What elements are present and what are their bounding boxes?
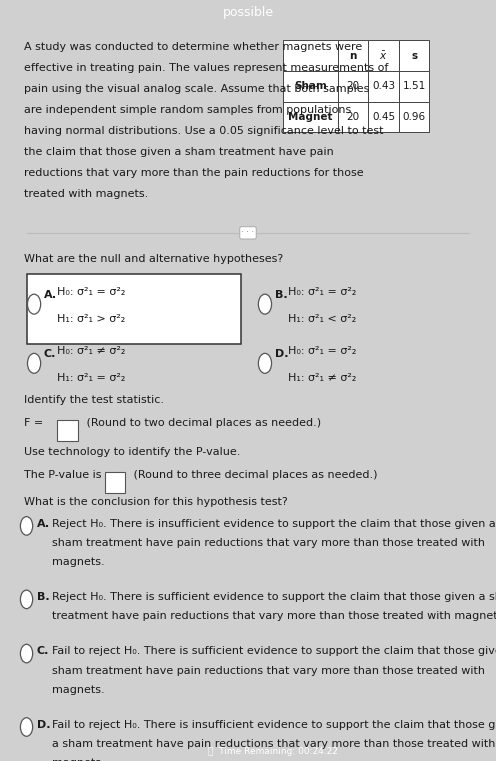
Bar <box>368 71 399 102</box>
Circle shape <box>20 645 33 663</box>
Text: reductions that vary more than the pain reductions for those: reductions that vary more than the pain … <box>24 168 364 178</box>
Bar <box>337 40 368 71</box>
Text: 1.51: 1.51 <box>402 81 426 91</box>
Text: sham treatment have pain reductions that vary more than those treated with: sham treatment have pain reductions that… <box>53 538 486 548</box>
Text: 20: 20 <box>346 81 360 91</box>
Text: sham treatment have pain reductions that vary more than those treated with: sham treatment have pain reductions that… <box>53 666 486 676</box>
Text: Reject H₀. There is sufficient evidence to support the claim that those given a : Reject H₀. There is sufficient evidence … <box>53 592 496 602</box>
Text: What is the conclusion for this hypothesis test?: What is the conclusion for this hypothes… <box>24 497 288 507</box>
Bar <box>399 102 430 132</box>
Text: Fail to reject H₀. There is insufficient evidence to support the claim that thos: Fail to reject H₀. There is insufficient… <box>53 720 496 730</box>
Circle shape <box>20 718 33 737</box>
Text: H₀: σ²₁ = σ²₂: H₀: σ²₁ = σ²₂ <box>57 287 125 297</box>
Text: Use technology to identify the P-value.: Use technology to identify the P-value. <box>24 447 241 457</box>
Text: the claim that those given a sham treatment have pain: the claim that those given a sham treatm… <box>24 147 334 157</box>
Text: H₀: σ²₁ = σ²₂: H₀: σ²₁ = σ²₂ <box>288 287 357 297</box>
Text: A.: A. <box>37 519 50 529</box>
Text: Reject H₀. There is insufficient evidence to support the claim that those given : Reject H₀. There is insufficient evidenc… <box>53 519 496 529</box>
Circle shape <box>27 295 41 314</box>
Circle shape <box>27 353 41 374</box>
Bar <box>399 40 430 71</box>
Text: magnets.: magnets. <box>53 759 105 761</box>
Circle shape <box>20 517 33 535</box>
Bar <box>283 102 337 132</box>
Text: What are the null and alternative hypotheses?: What are the null and alternative hypoth… <box>24 253 283 263</box>
Text: a sham treatment have pain reductions that vary more than those treated with: a sham treatment have pain reductions th… <box>53 739 496 749</box>
Text: Identify the test statistic.: Identify the test statistic. <box>24 396 164 406</box>
Text: A study was conducted to determine whether magnets were: A study was conducted to determine wheth… <box>24 42 363 52</box>
Text: B.: B. <box>275 290 288 300</box>
Text: D.: D. <box>37 720 51 730</box>
Text: (Round to two decimal places as needed.): (Round to two decimal places as needed.) <box>83 418 321 428</box>
Text: s: s <box>411 51 417 61</box>
Text: pain using the visual analog scale. Assume that both samples: pain using the visual analog scale. Assu… <box>24 84 370 94</box>
Text: 0.45: 0.45 <box>372 112 395 122</box>
Circle shape <box>258 353 271 374</box>
Text: H₁: σ²₁ > σ²₂: H₁: σ²₁ > σ²₂ <box>57 314 125 324</box>
Bar <box>368 40 399 71</box>
Text: having normal distributions. Use a 0.05 significance level to test: having normal distributions. Use a 0.05 … <box>24 126 384 136</box>
Text: D.: D. <box>275 349 288 359</box>
Text: possible: possible <box>222 6 274 19</box>
Text: effective in treating pain. The values represent measurements of: effective in treating pain. The values r… <box>24 63 388 73</box>
Text: n: n <box>349 51 357 61</box>
Text: Fail to reject H₀. There is sufficient evidence to support the claim that those : Fail to reject H₀. There is sufficient e… <box>53 646 496 657</box>
Text: 20: 20 <box>346 112 360 122</box>
Bar <box>105 472 125 493</box>
Text: treated with magnets.: treated with magnets. <box>24 189 148 199</box>
Text: F =: F = <box>24 418 47 428</box>
Circle shape <box>20 590 33 609</box>
Text: B.: B. <box>37 592 50 602</box>
Bar <box>57 419 78 441</box>
Text: H₁: σ²₁ ≠ σ²₂: H₁: σ²₁ ≠ σ²₂ <box>288 374 357 384</box>
Circle shape <box>258 295 271 314</box>
Text: $\bar{x}$: $\bar{x}$ <box>379 49 388 62</box>
Text: A.: A. <box>44 290 57 300</box>
Text: H₁: σ²₁ < σ²₂: H₁: σ²₁ < σ²₂ <box>288 314 356 324</box>
Text: magnets.: magnets. <box>53 685 105 695</box>
Bar <box>283 71 337 102</box>
Bar <box>399 71 430 102</box>
Text: H₁: σ²₁ = σ²₂: H₁: σ²₁ = σ²₂ <box>57 374 125 384</box>
Text: are independent simple random samples from populations: are independent simple random samples fr… <box>24 105 352 115</box>
Text: 0.96: 0.96 <box>403 112 426 122</box>
Bar <box>283 40 337 71</box>
Text: C.: C. <box>37 646 49 657</box>
Text: C.: C. <box>44 349 57 359</box>
Text: ⓘ  Time Remaining: 00:24:22: ⓘ Time Remaining: 00:24:22 <box>208 747 338 756</box>
Text: The P-value is: The P-value is <box>24 470 105 479</box>
Text: H₀: σ²₁ ≠ σ²₂: H₀: σ²₁ ≠ σ²₂ <box>57 346 125 356</box>
Text: Magnet: Magnet <box>288 112 333 122</box>
Text: (Round to three decimal places as needed.): (Round to three decimal places as needed… <box>130 470 377 479</box>
Text: treatment have pain reductions that vary more than those treated with magnets.: treatment have pain reductions that vary… <box>53 612 496 622</box>
Text: 0.43: 0.43 <box>372 81 395 91</box>
Text: magnets.: magnets. <box>53 557 105 567</box>
Bar <box>337 71 368 102</box>
Text: Sham: Sham <box>294 81 327 91</box>
Text: · · ·: · · · <box>242 228 254 237</box>
Text: H₀: σ²₁ = σ²₂: H₀: σ²₁ = σ²₂ <box>288 346 357 356</box>
Bar <box>27 274 241 344</box>
Bar <box>368 102 399 132</box>
Bar <box>337 102 368 132</box>
